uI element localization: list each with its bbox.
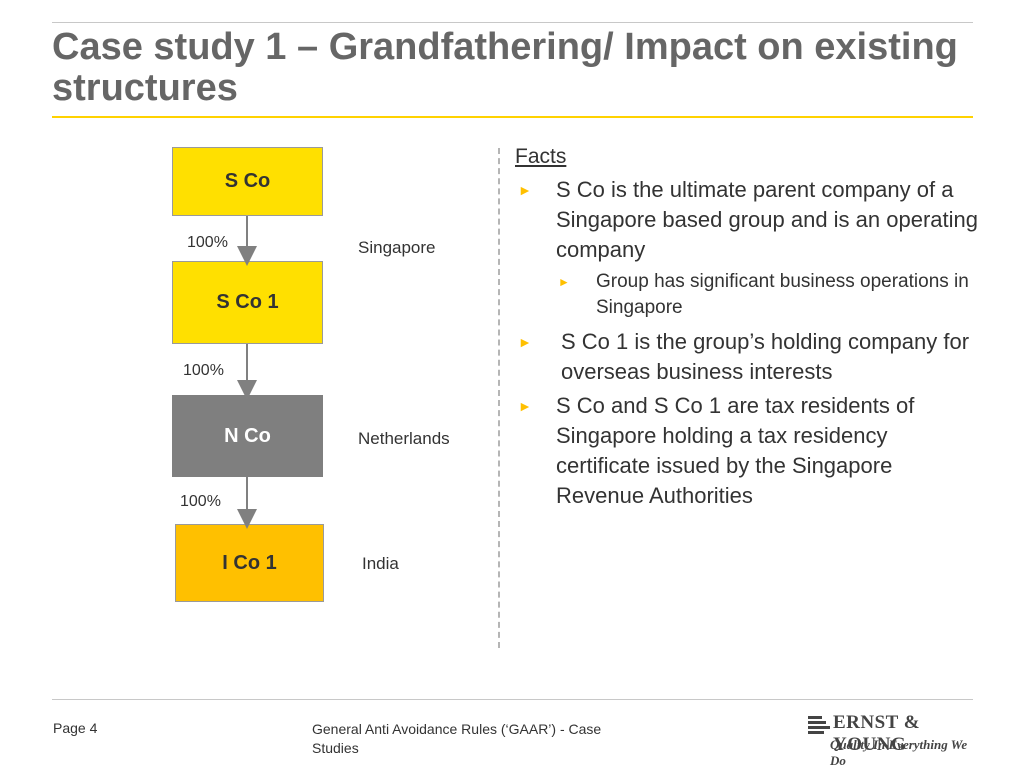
country-label-india: India (362, 554, 399, 573)
ownership-label-1: 100% (187, 234, 228, 251)
footer-rule (52, 699, 973, 700)
logo-name: ERNST & YOUNG (833, 712, 921, 755)
fact-bullet-2: ► S Co 1 is the group’s holding company … (515, 327, 985, 387)
fact-text-2: S Co 1 is the group’s holding company fo… (561, 329, 970, 384)
entity-s-co-1: S Co 1 (172, 261, 323, 344)
country-label-netherlands: Netherlands (358, 429, 450, 448)
slide-title: Case study 1 – Grandfathering/ Impact on… (52, 26, 958, 109)
bullet-arrow-icon: ► (518, 182, 532, 198)
country-label-singapore: Singapore (358, 238, 436, 257)
fact-bullet-3: ► S Co and S Co 1 are tax residents of S… (515, 391, 985, 511)
facts-heading: Facts (515, 145, 567, 168)
top-rule (52, 22, 973, 23)
facts-panel: Facts ► S Co is the ultimate parent comp… (515, 145, 985, 515)
fact-text-1: S Co is the ultimate parent company of a… (556, 177, 978, 262)
bullet-arrow-icon: ► (518, 334, 532, 350)
page-number: Page 4 (53, 720, 98, 736)
title-underline (52, 116, 973, 118)
ownership-label-3: 100% (180, 493, 221, 510)
bullet-arrow-icon: ► (518, 398, 532, 414)
entity-s-co: S Co (172, 147, 323, 216)
ernst-young-logo-icon (808, 716, 830, 734)
entity-i-co-1: I Co 1 (175, 524, 324, 602)
fact-text-3: S Co and S Co 1 are tax residents of Sin… (556, 393, 915, 508)
fact-sub-bullet-1: ► Group has significant business operati… (515, 269, 985, 321)
ernst-young-logo: ERNST & YOUNG Quality In Everything We D… (808, 712, 978, 768)
dashed-divider (498, 148, 500, 648)
ownership-label-2: 100% (183, 362, 224, 379)
bullet-arrow-icon: ► (558, 275, 570, 289)
entity-n-co: N Co (172, 395, 323, 477)
footer-title: General Anti Avoidance Rules (‘GAAR’) - … (312, 721, 602, 756)
fact-bullet-1: ► S Co is the ultimate parent company of… (515, 175, 985, 265)
fact-sub-text-1: Group has significant business operation… (596, 271, 969, 318)
logo-tagline: Quality In Everything We Do (830, 737, 968, 768)
